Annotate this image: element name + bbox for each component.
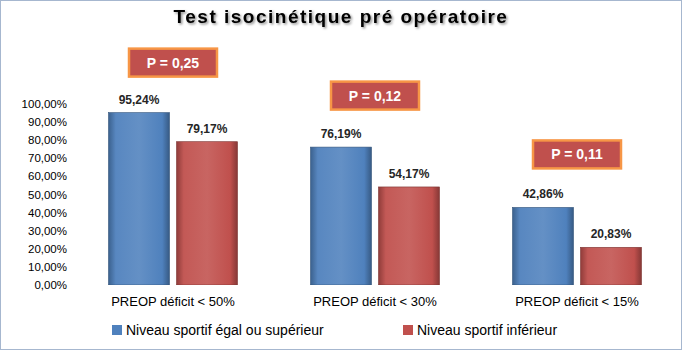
bar [513, 207, 574, 285]
y-tick-label: 20,00% [28, 243, 67, 255]
data-label: 42,86% [523, 187, 564, 201]
bar [177, 142, 238, 285]
annotation: P = 0,25 [147, 55, 200, 71]
annotation-box [129, 49, 217, 77]
data-label: 95,24% [119, 93, 160, 107]
y-tick-label: 70,00% [28, 152, 67, 164]
y-tick-label: 30,00% [28, 225, 67, 237]
y-tick-label: 10,00% [28, 261, 67, 273]
y-tick-label: 50,00% [28, 189, 67, 201]
chart-title: Test isocinétique pré opératoire [174, 6, 509, 27]
chart: Test isocinétique pré opératoire 0,00% 10,… [0, 0, 682, 350]
x-tick-label: PREOP déficit < 50% [111, 294, 235, 309]
annotation-box [533, 140, 621, 168]
bar [581, 247, 642, 285]
annotation: P = 0,11 [551, 146, 603, 162]
legend-swatch [403, 325, 413, 335]
y-tick-label: 0,00% [34, 279, 67, 291]
annotation-box [331, 82, 419, 110]
data-label: 20,83% [591, 227, 632, 241]
data-label: 76,19% [321, 127, 362, 141]
y-tick-label: 60,00% [28, 170, 67, 182]
y-tick-label: 90,00% [28, 116, 67, 128]
bar [311, 147, 372, 285]
chart-frame [1, 1, 682, 350]
legend-label: Niveau sportif égal ou supérieur [126, 322, 324, 338]
bar [109, 113, 170, 285]
annotation: P = 0,12 [349, 88, 402, 104]
x-tick-label: PREOP déficit < 30% [313, 294, 437, 309]
legend-label: Niveau sportif inférieur [417, 322, 557, 338]
bars [109, 113, 642, 285]
y-tick-label: 40,00% [28, 207, 67, 219]
legend-swatch [112, 325, 122, 335]
y-tick-label: 80,00% [28, 134, 67, 146]
data-label: 54,17% [389, 167, 430, 181]
y-tick-label: 100,00% [22, 98, 67, 110]
bar [379, 187, 440, 285]
data-label: 79,17% [187, 122, 228, 136]
x-tick-label: PREOP déficit < 15% [515, 294, 639, 309]
